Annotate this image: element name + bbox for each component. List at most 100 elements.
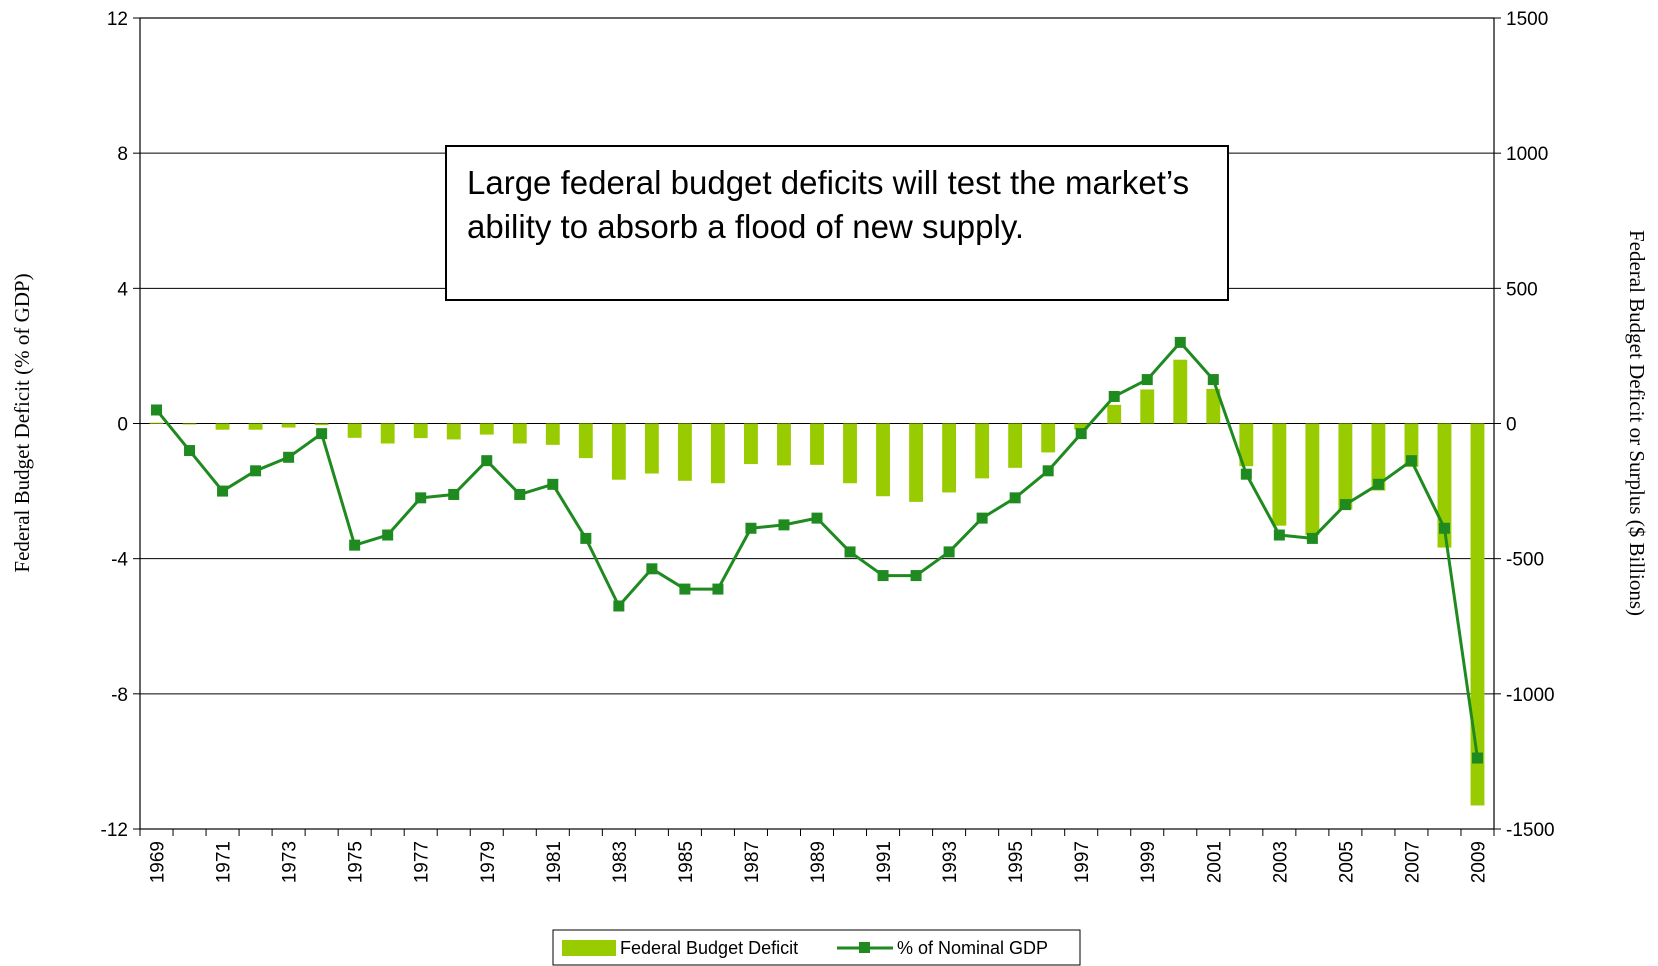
point-1981	[547, 478, 559, 490]
x-tick-label: 1969	[148, 841, 169, 883]
x-tick-label: 1971	[214, 841, 235, 883]
bar-1975	[347, 423, 362, 438]
x-tick-label: 2007	[1402, 841, 1423, 883]
bar-1996	[1041, 423, 1056, 453]
point-1986	[712, 583, 724, 595]
point-1978	[448, 488, 460, 500]
point-1969	[151, 404, 163, 416]
x-tick-label: 1997	[1072, 841, 1093, 883]
bar-1994	[975, 423, 990, 479]
bar-1976	[380, 423, 395, 444]
x-tick-label: 1977	[412, 841, 433, 883]
bar-1983	[611, 423, 626, 480]
bar-1980	[512, 423, 527, 444]
point-2003	[1273, 529, 1285, 541]
bar-1999	[1140, 389, 1155, 424]
x-tick-label: 2009	[1468, 841, 1489, 883]
legend-label-gdp: % of Nominal GDP	[897, 938, 1048, 958]
x-tick-label: 2005	[1336, 841, 1357, 883]
bar-2000	[1173, 359, 1188, 424]
point-1973	[283, 451, 295, 463]
left-tick-label: 0	[117, 415, 128, 436]
right-tick-label: 1500	[1506, 9, 1548, 30]
right-axis-ticks: 1500 1000 500 0 -500 -1000 -1500	[1494, 9, 1555, 841]
x-tick-label: 1987	[742, 841, 763, 883]
bar-1977	[413, 423, 428, 439]
bar-1971	[215, 423, 230, 430]
point-1994	[976, 512, 988, 524]
bar-1978	[446, 423, 461, 440]
point-1989	[811, 512, 823, 524]
bar-1989	[810, 423, 824, 465]
bar-1970	[182, 423, 197, 425]
x-tick-label: 1985	[676, 841, 697, 883]
point-1998	[1108, 390, 1120, 402]
point-1970	[184, 445, 196, 457]
left-tick-label: 4	[117, 279, 128, 300]
bar-2009	[1470, 423, 1485, 806]
point-1972	[250, 465, 262, 477]
bar-1985	[677, 423, 692, 481]
right-tick-label: 1000	[1506, 144, 1548, 165]
annotation-text: Large federal budget deficits will test …	[467, 164, 1190, 245]
x-tick-label: 1995	[1006, 841, 1027, 883]
x-tick-label: 1983	[610, 841, 631, 883]
bar-2005	[1338, 423, 1353, 510]
right-tick-label: 0	[1506, 415, 1517, 436]
left-axis-ticks: 12 8 4 0 -4 -8 -12	[101, 9, 140, 841]
legend-bar-swatch	[562, 940, 616, 956]
point-1976	[382, 529, 394, 541]
x-tick-label: 1999	[1138, 841, 1159, 883]
bar-1988	[777, 423, 791, 466]
right-tick-label: 500	[1506, 279, 1538, 300]
bar-2008	[1437, 423, 1452, 548]
point-2007	[1405, 455, 1417, 467]
left-axis-title: Federal Budget Deficit (% of GDP)	[10, 273, 34, 572]
bar-1984	[644, 423, 659, 474]
bar-1986	[710, 423, 725, 484]
x-tick-label: 2001	[1204, 841, 1225, 883]
point-1997	[1075, 428, 1087, 440]
bar-1973	[281, 423, 296, 428]
point-1992	[910, 570, 922, 582]
x-tick-label: 1991	[874, 841, 895, 883]
point-1980	[514, 488, 526, 500]
point-2001	[1207, 374, 1219, 386]
bar-1982	[578, 423, 593, 459]
line-series	[151, 336, 1483, 764]
point-1987	[745, 522, 757, 534]
bar-1993	[942, 423, 957, 493]
point-1979	[481, 455, 493, 467]
bar-1981	[545, 423, 560, 445]
bar-1990	[843, 423, 857, 484]
right-tick-label: -1000	[1506, 685, 1555, 706]
x-tick-label: 1979	[478, 841, 499, 883]
bar-1979	[479, 423, 494, 435]
legend: Federal Budget Deficit % of Nominal GDP	[552, 929, 1081, 966]
point-1999	[1141, 374, 1153, 386]
point-1977	[415, 492, 427, 504]
point-1975	[349, 539, 361, 551]
point-2004	[1306, 532, 1318, 544]
bar-2006	[1371, 423, 1386, 491]
left-tick-label: 8	[117, 144, 128, 165]
legend-box	[552, 929, 1081, 966]
bar-2001	[1206, 388, 1221, 424]
legend-line-marker	[859, 942, 870, 953]
bar-2004	[1305, 423, 1320, 536]
bar-1987	[744, 423, 758, 465]
bar-1972	[248, 423, 263, 430]
bar-series	[149, 359, 1485, 806]
point-1988	[778, 519, 790, 531]
x-tick-label: 1989	[808, 841, 829, 883]
point-2002	[1240, 468, 1252, 480]
bar-2002	[1239, 423, 1254, 467]
bar-1974	[314, 423, 329, 426]
bar-1992	[909, 423, 924, 502]
point-2000	[1174, 336, 1186, 348]
point-1985	[679, 583, 691, 595]
point-1971	[217, 485, 229, 497]
x-axis-ticks: 1969 1971 1973 1975 1977 1979 1981 1983 1985 1987…	[139, 829, 1495, 883]
x-tick-label: 1975	[346, 841, 367, 883]
